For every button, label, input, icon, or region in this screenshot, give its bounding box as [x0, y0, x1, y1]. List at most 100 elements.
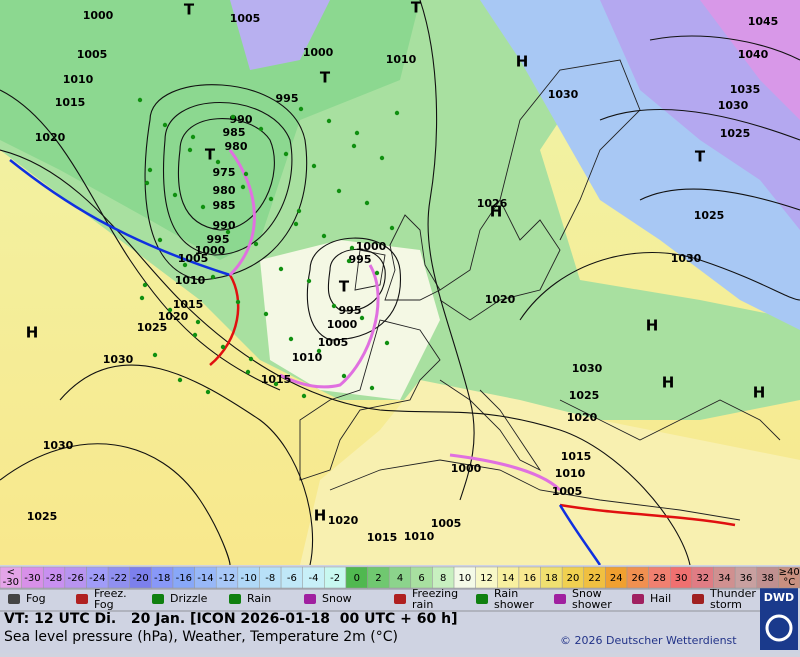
- scale-label: 22: [588, 573, 601, 584]
- legend-label: Snow: [572, 587, 602, 600]
- warm-front: [559, 503, 736, 527]
- scale-label: -26: [68, 573, 84, 584]
- scale-label: 6: [418, 573, 424, 584]
- isobar-label: 1005: [552, 485, 583, 498]
- rain-symbol: [243, 171, 249, 177]
- legend-label: shower: [494, 598, 534, 611]
- pressure-center: H: [26, 324, 39, 342]
- temp-zone-pale: [260, 240, 440, 400]
- isobar-label: 1020: [567, 411, 598, 424]
- rain-symbol: [152, 352, 158, 358]
- isobar-label: 1005: [77, 48, 108, 61]
- legend-label: Fog: [26, 592, 46, 605]
- pressure-center: H: [662, 374, 675, 392]
- isobar-label: 1010: [555, 467, 586, 480]
- legend-label: Freez.: [94, 587, 127, 600]
- isobar-label: 1030: [43, 439, 74, 452]
- pressure-center: T: [695, 148, 706, 166]
- legend-label: Snow: [322, 592, 352, 605]
- temp-zone-cool: [0, 0, 420, 260]
- isobar-label: 1025: [27, 510, 58, 523]
- scale-label: -20: [132, 573, 148, 584]
- legend-icon: [476, 594, 488, 604]
- isobar-label: 1026: [477, 197, 508, 210]
- legend-label: rain: [412, 598, 433, 611]
- pressure-center: H: [753, 384, 766, 402]
- rain-symbol: [384, 340, 390, 346]
- isobar-label: 1035: [730, 83, 761, 96]
- rain-symbol: [306, 278, 312, 284]
- isobar: [0, 89, 281, 391]
- rain-symbol: [341, 373, 347, 379]
- rain-symbol: [177, 377, 183, 383]
- isobar-label: 1030: [572, 362, 603, 375]
- cold-front: [558, 504, 602, 566]
- pressure-center: H: [314, 507, 327, 525]
- isobar-label: 1000: [195, 244, 226, 257]
- legend-icon: [8, 594, 20, 604]
- legend-icon: [394, 594, 406, 604]
- rain-symbol: [293, 221, 299, 227]
- pressure-center: H: [646, 317, 659, 335]
- rain-symbol: [190, 134, 196, 140]
- rain-symbol: [225, 229, 231, 235]
- cold-front: [9, 159, 231, 277]
- isobar-label: 980: [213, 184, 236, 197]
- rain-symbol: [283, 151, 289, 157]
- legend-icon: [152, 594, 164, 604]
- isobar-label: 1015: [173, 298, 204, 311]
- legend-label: storm: [710, 598, 742, 611]
- rain-symbol: [364, 200, 370, 206]
- coast-north-sea: [439, 199, 561, 321]
- pressure-center: T: [339, 278, 350, 296]
- isobar-label: 1010: [63, 73, 94, 86]
- scale-label: 38: [761, 573, 774, 584]
- rain-symbol: [157, 237, 163, 243]
- legend-label: Thunder: [709, 587, 756, 600]
- isobar-label: 1025: [569, 389, 600, 402]
- rain-symbol: [321, 233, 327, 239]
- isobar-label: 1030: [103, 353, 134, 366]
- scale-label: 4: [397, 573, 403, 584]
- rain-symbol: [230, 114, 236, 120]
- isobar: [306, 237, 401, 341]
- rain-symbol: [331, 303, 337, 309]
- isobar-label: 1025: [137, 321, 168, 334]
- rain-symbol: [326, 118, 332, 124]
- legend-icon: [692, 594, 704, 604]
- scale-label: 20: [567, 573, 580, 584]
- isobar-label: 1000: [303, 46, 334, 59]
- legend-icon: [554, 594, 566, 604]
- scale-label: 32: [696, 573, 709, 584]
- isobar-label: 1005: [431, 517, 462, 530]
- occluded-front: [279, 264, 380, 389]
- legend-icon: [229, 594, 241, 604]
- isobar-label: 1005: [178, 252, 209, 265]
- scale-label: 16: [523, 573, 536, 584]
- rain-symbol: [240, 184, 246, 190]
- isobar-label: 1005: [230, 12, 261, 25]
- isobar: [59, 364, 314, 566]
- scale-label: -2: [330, 573, 340, 584]
- occluded-front: [228, 149, 256, 277]
- scale-label: -8: [265, 573, 275, 584]
- isobar-label: 1015: [367, 531, 398, 544]
- scale-label: 28: [653, 573, 666, 584]
- isobar-label: 1000: [451, 462, 482, 475]
- legend-icon: [304, 594, 316, 604]
- scale-label: °C: [783, 577, 795, 588]
- rain-symbol: [248, 356, 254, 362]
- scale-label: -22: [111, 573, 127, 584]
- rain-symbol: [182, 262, 188, 268]
- rain-symbol: [147, 167, 153, 173]
- isobar-label: 980: [225, 140, 248, 153]
- scale-label: 10: [458, 573, 471, 584]
- isobar-label: 995: [276, 92, 299, 105]
- isobar: [177, 118, 275, 231]
- scale-label: 2: [375, 573, 381, 584]
- rain-symbol: [349, 245, 355, 251]
- isobar-label: 1030: [548, 88, 579, 101]
- isobar-label: 1010: [386, 53, 417, 66]
- pressure-center: H: [516, 53, 529, 71]
- isobar-label: 995: [339, 304, 362, 317]
